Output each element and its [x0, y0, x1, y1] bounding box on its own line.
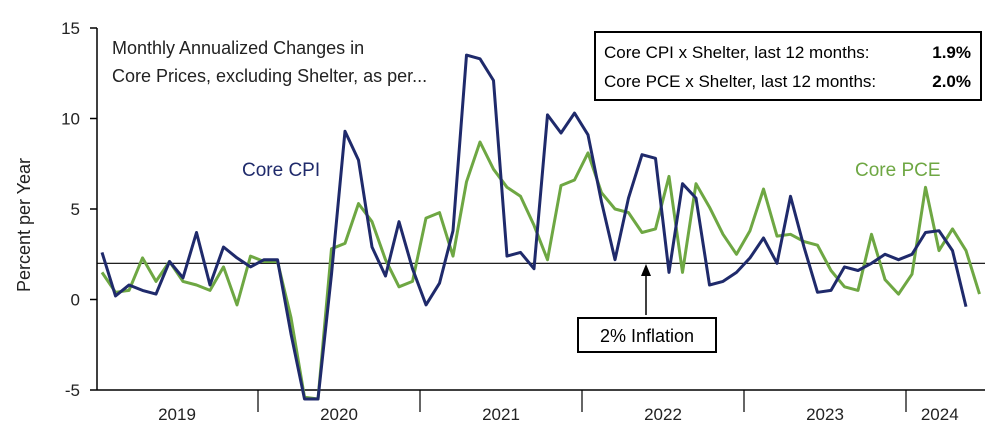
x-tick-label: 2024	[921, 405, 959, 424]
x-tick-label: 2021	[482, 405, 520, 424]
reference-line-label: 2% Inflation	[600, 326, 694, 346]
y-tick-label: 0	[71, 291, 80, 310]
series-label-core-pce: Core PCE	[855, 160, 941, 181]
subtitle-line-1: Monthly Annualized Changes in	[112, 38, 364, 58]
stats-pce-value: 2.0%	[932, 72, 971, 91]
inflation-annotation: 2% Inflation	[577, 264, 717, 353]
x-tick-label: 2023	[806, 405, 844, 424]
stats-box: Core CPI x Shelter, last 12 months: 1.9%…	[594, 31, 982, 101]
y-tick-label: 10	[61, 110, 80, 129]
y-axis-label: Percent per Year	[14, 158, 34, 292]
y-tick-label: 5	[71, 200, 80, 219]
x-ticks: 2019 2020 2021 2022 2023 2024	[158, 390, 959, 424]
subtitle-line-2: Core Prices, excluding Shelter, as per..…	[112, 66, 427, 86]
arrow-up-icon	[641, 264, 651, 276]
series-label-core-cpi: Core CPI	[242, 160, 320, 181]
stats-pce-label: Core PCE x Shelter, last 12 months:	[604, 72, 876, 91]
stats-cpi-label: Core CPI x Shelter, last 12 months:	[604, 43, 870, 62]
x-tick-label: 2020	[320, 405, 358, 424]
y-tick-label: 15	[61, 19, 80, 38]
series-line-core-cpi	[100, 53, 968, 401]
stats-cpi-value: 1.9%	[932, 43, 971, 62]
x-tick-label: 2019	[158, 405, 196, 424]
y-tick-label: -5	[65, 381, 80, 400]
y-ticks: 15 10 5 0 -5	[61, 19, 97, 400]
x-tick-label: 2022	[644, 405, 682, 424]
